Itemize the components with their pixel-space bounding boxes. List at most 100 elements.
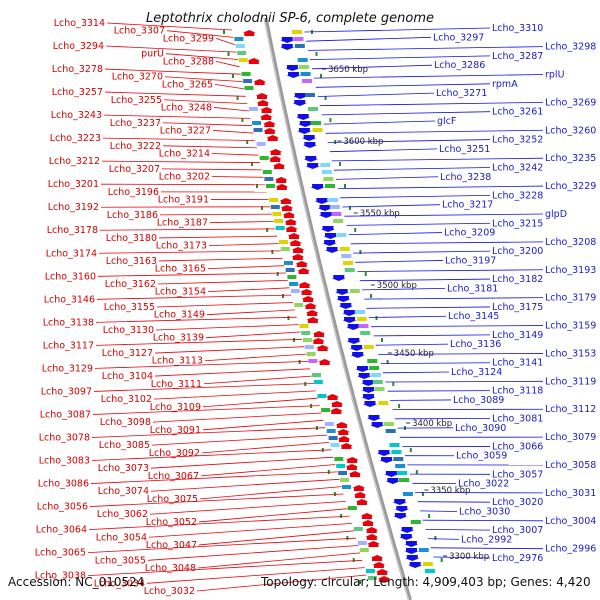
cog-box bbox=[374, 387, 385, 391]
right-gene-label: Lcho_3081 bbox=[492, 414, 543, 425]
left-gene-label: Lcho_3237 bbox=[110, 118, 161, 129]
right-leader-line bbox=[387, 390, 491, 392]
left-leader-line bbox=[153, 390, 316, 400]
left-gene-label: Lcho_3163 bbox=[106, 256, 157, 267]
right-gene-label: Lcho_3119 bbox=[545, 376, 596, 387]
tick-mark bbox=[398, 404, 401, 408]
gene-arrow bbox=[314, 198, 330, 204]
right-gene-label: Lcho_3141 bbox=[492, 358, 543, 369]
gene-arrow bbox=[263, 128, 277, 134]
right-gene-label: Lcho_3252 bbox=[492, 135, 543, 146]
left-leader-line bbox=[104, 68, 242, 75]
gene-arrow bbox=[279, 198, 293, 204]
left-leader-line bbox=[89, 493, 344, 507]
right-leader-line bbox=[321, 111, 491, 116]
gene-arrow bbox=[345, 464, 359, 470]
cog-box bbox=[340, 478, 349, 482]
left-gene-label: Lcho_3091 bbox=[150, 425, 201, 436]
left-leader-line bbox=[205, 331, 301, 339]
left-gene-label: Lcho_3278 bbox=[52, 64, 103, 75]
right-gene-label: Lcho_3209 bbox=[444, 228, 495, 239]
right-gene-label: Lcho_3059 bbox=[456, 451, 507, 462]
left-gene-label: Lcho_3222 bbox=[110, 141, 161, 152]
gene-arrow bbox=[274, 177, 288, 183]
right-gene-label: Lcho_3310 bbox=[492, 23, 543, 34]
left-leader-line bbox=[92, 405, 320, 415]
left-gene-label: Lcho_3202 bbox=[159, 172, 210, 183]
cog-box bbox=[367, 576, 377, 580]
left-gene-label: Lcho_3078 bbox=[39, 432, 90, 443]
tick-mark bbox=[434, 536, 437, 540]
right-leader-line bbox=[420, 510, 458, 512]
gene-arrow bbox=[256, 100, 270, 106]
right-leader-line bbox=[304, 27, 491, 33]
tick-mark bbox=[344, 184, 346, 188]
cog-box bbox=[397, 471, 408, 475]
right-gene-label: Lcho_3159 bbox=[545, 321, 596, 332]
left-leader-line bbox=[154, 368, 310, 377]
right-gene-label: Lcho_3215 bbox=[492, 218, 543, 229]
cog-box bbox=[305, 93, 315, 97]
gene-arrow bbox=[367, 541, 381, 547]
gene-arrow bbox=[348, 471, 362, 477]
right-gene-label: Lcho_3007 bbox=[492, 525, 543, 536]
cog-box bbox=[389, 443, 400, 447]
cog-box bbox=[341, 254, 352, 258]
left-leader-line bbox=[146, 567, 365, 584]
right-gene-label: Lcho_3089 bbox=[453, 395, 504, 406]
gene-arrow bbox=[342, 317, 357, 323]
right-leader-line bbox=[380, 362, 491, 364]
cog-box bbox=[299, 324, 309, 328]
left-leader-line bbox=[90, 471, 338, 484]
gene-arrow bbox=[320, 226, 336, 232]
cog-box bbox=[399, 478, 409, 482]
right-gene-label: Lcho_3090 bbox=[455, 423, 506, 434]
scale-label: 3550 kbp bbox=[360, 209, 400, 219]
gene-arrow bbox=[362, 401, 378, 407]
genome-arc bbox=[263, 17, 412, 600]
cog-box bbox=[418, 548, 429, 552]
left-leader-line bbox=[201, 442, 330, 454]
cog-box bbox=[311, 121, 321, 125]
right-leader-line bbox=[371, 325, 544, 328]
cog-box bbox=[294, 44, 305, 48]
cog-box bbox=[347, 506, 357, 510]
gene-arrow bbox=[272, 163, 286, 169]
left-gene-label: Lcho_3056 bbox=[37, 502, 88, 513]
left-gene-label: Lcho_3048 bbox=[145, 563, 196, 574]
tick-mark bbox=[333, 492, 336, 496]
left-leader-line bbox=[164, 76, 243, 82]
right-gene-label: Lcho_3269 bbox=[545, 97, 596, 108]
right-gene-label: Lcho_3066 bbox=[492, 441, 543, 452]
left-leader-line bbox=[199, 486, 342, 500]
right-gene-label: Lcho_3193 bbox=[545, 265, 596, 276]
left-gene-label: Lcho_3192 bbox=[48, 202, 99, 213]
left-gene-label: Lcho_3062 bbox=[97, 509, 148, 520]
left-leader-line bbox=[106, 22, 233, 31]
right-leader-line bbox=[331, 157, 544, 162]
left-gene-label: Lcho_3207 bbox=[109, 164, 160, 175]
right-leader-line bbox=[309, 55, 491, 60]
left-leader-line bbox=[159, 213, 272, 216]
gene-arrow bbox=[260, 107, 274, 113]
left-gene-label: Lcho_3065 bbox=[35, 548, 86, 559]
scale-label: 3500 kbp bbox=[377, 281, 417, 291]
left-leader-line bbox=[198, 508, 348, 523]
cog-box bbox=[264, 177, 274, 181]
left-leader-line bbox=[100, 183, 266, 186]
right-gene-label: Lcho_3149 bbox=[492, 330, 543, 341]
topology-text: Topology: circular; Length: 4,909,403 bp… bbox=[260, 575, 591, 589]
gene-arrow bbox=[311, 338, 325, 344]
cog-box bbox=[317, 394, 327, 398]
left-gene-label: Lcho_3111 bbox=[151, 379, 202, 390]
gene-arrow bbox=[399, 534, 414, 540]
cog-box bbox=[313, 380, 323, 384]
cog-box bbox=[324, 422, 334, 426]
left-leader-line bbox=[203, 375, 312, 385]
left-leader-line bbox=[88, 515, 350, 530]
gene-arrow bbox=[366, 415, 382, 421]
left-leader-line bbox=[147, 545, 359, 561]
cog-box bbox=[280, 247, 290, 251]
left-gene-label: Lcho_3087 bbox=[40, 409, 91, 420]
right-leader-line bbox=[319, 101, 544, 107]
